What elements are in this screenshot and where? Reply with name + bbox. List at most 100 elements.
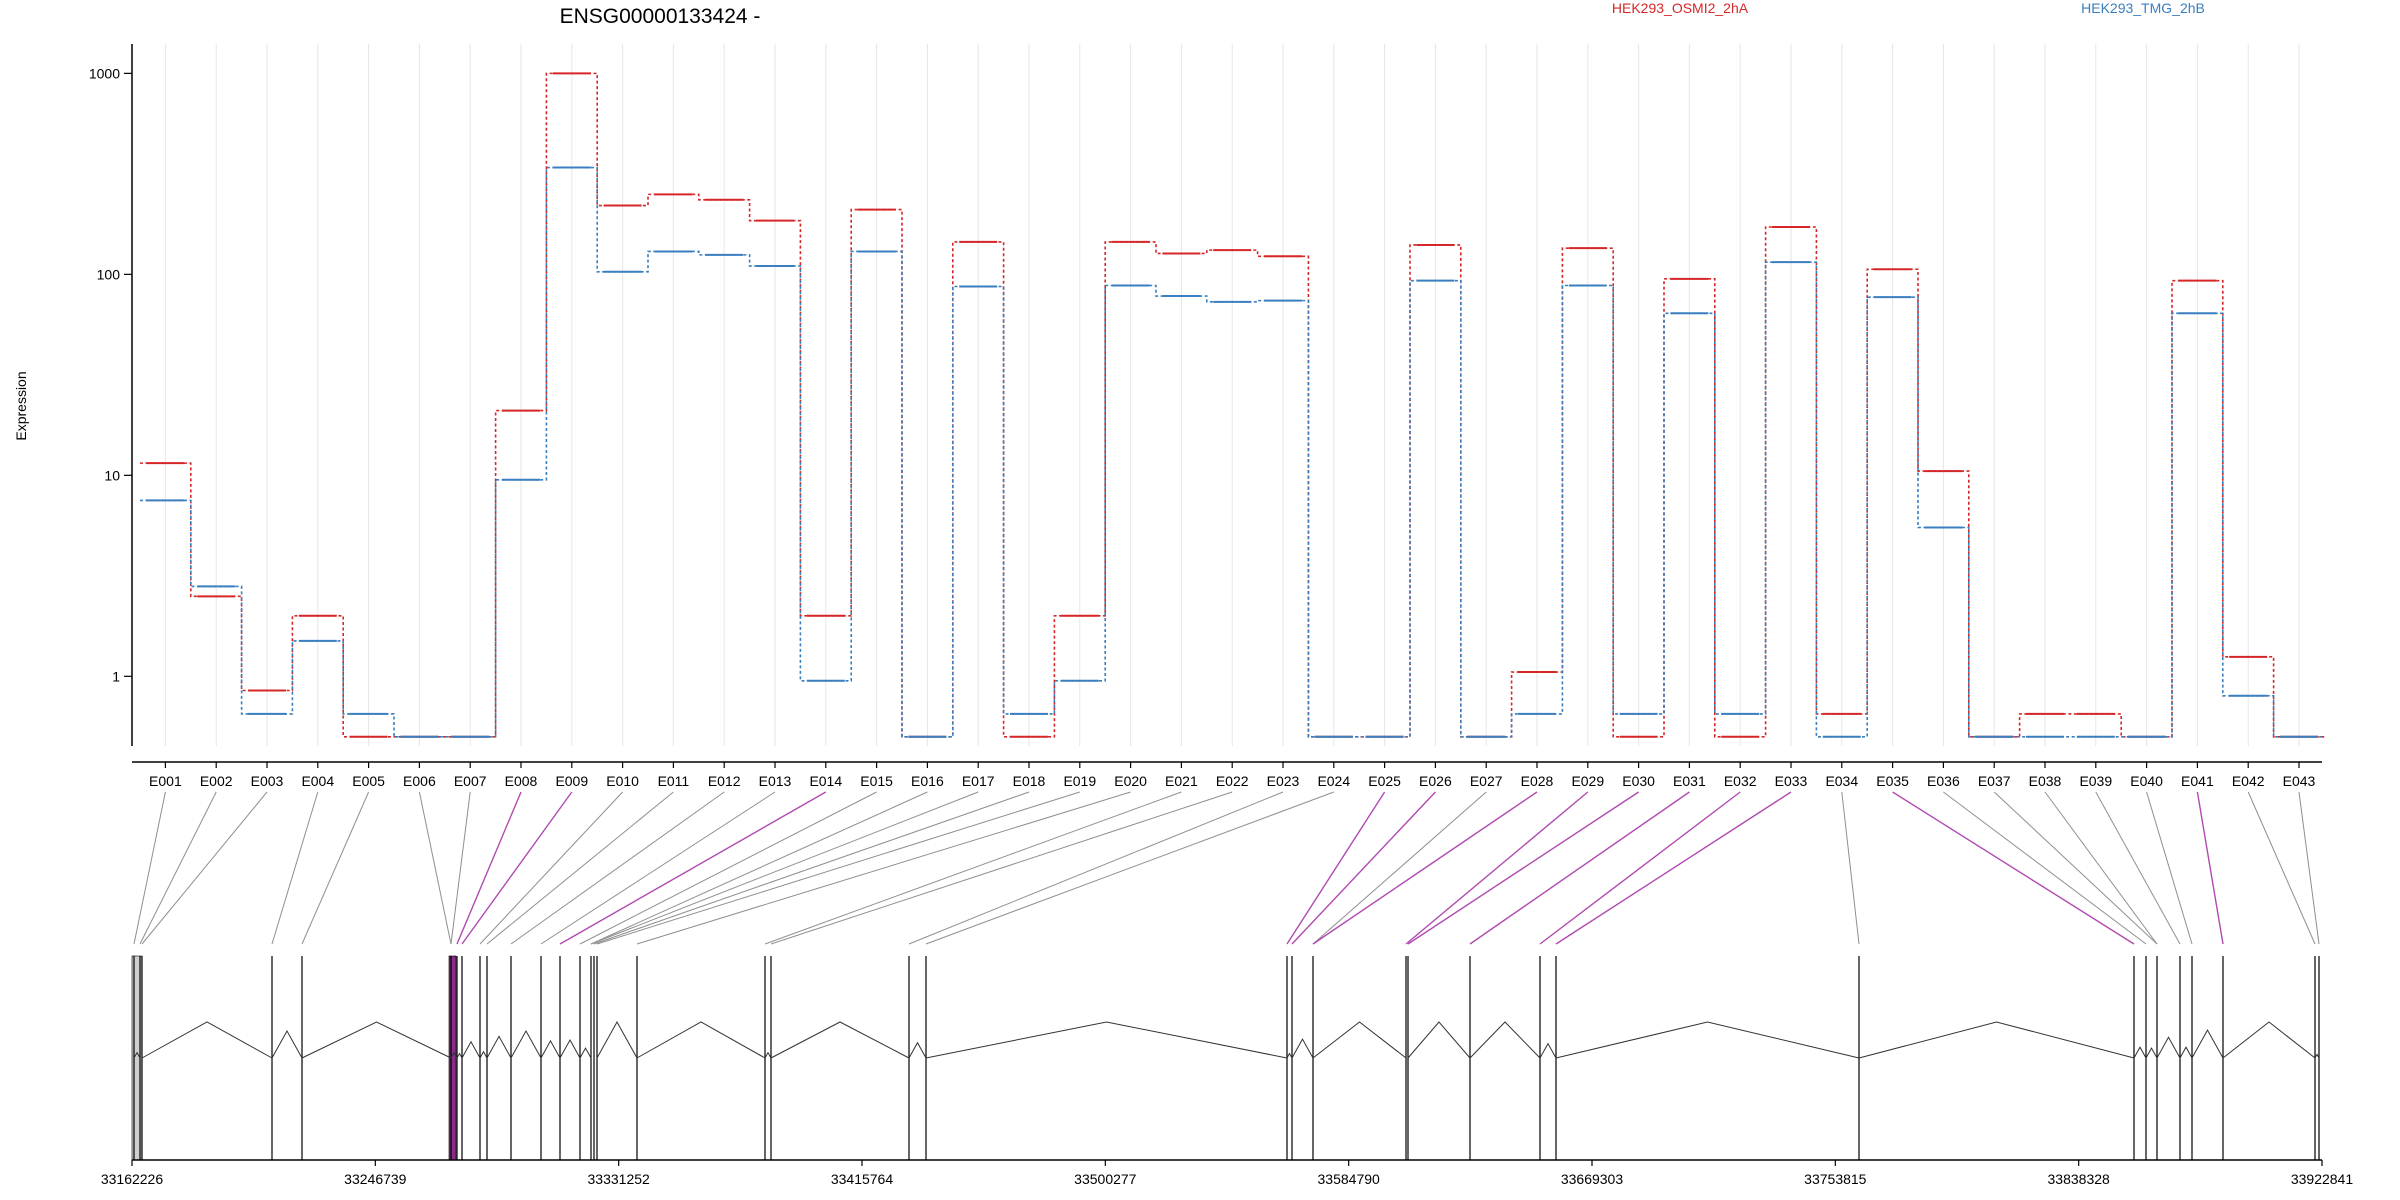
x-tick-label: E015 — [860, 773, 893, 789]
exon-connector — [2247, 791, 2316, 945]
x-tick-label: E038 — [2029, 773, 2062, 789]
intron-line — [2314, 1053, 2320, 1059]
intron-line — [1858, 1021, 2135, 1059]
exon-connector — [2146, 791, 2193, 945]
x-tick-label: E020 — [1114, 773, 1147, 789]
x-tick-label: E019 — [1063, 773, 1096, 789]
x-tick-label: E023 — [1267, 773, 1300, 789]
series-lines — [140, 72, 2325, 738]
x-axis-ticks: E001 E002 E003 E004 E005 E006 E007 E008 E009 E010… — [149, 762, 2316, 789]
legend-entry-osmi2: HEK293_OSMI2_2hA — [1612, 0, 1749, 16]
exon-connector — [593, 791, 1030, 945]
exon-connector — [1405, 791, 1589, 945]
intron-line — [141, 1021, 273, 1059]
x-tick-label: E006 — [403, 773, 436, 789]
intron-line — [510, 1029, 542, 1059]
x-tick-label: E036 — [1927, 773, 1960, 789]
exon-connector — [2196, 791, 2224, 945]
exon-connector — [301, 791, 370, 945]
intron-line — [486, 1035, 512, 1059]
x-tick-label: E026 — [1419, 773, 1452, 789]
y-tick-label: 10 — [104, 467, 120, 483]
x-tick-label: E039 — [2079, 773, 2112, 789]
intron-line — [908, 1041, 927, 1059]
x-tick-label: E021 — [1165, 773, 1198, 789]
intron-line — [1312, 1021, 1407, 1059]
x-tick-label: E017 — [962, 773, 995, 789]
x-tick-label: E016 — [911, 773, 944, 789]
y-axis-label: Expression — [13, 371, 29, 440]
x-tick-label: E008 — [505, 773, 538, 789]
genomic-tick-label: 33753815 — [1804, 1171, 1867, 1187]
x-tick-label: E014 — [809, 773, 842, 789]
exon-connector — [1943, 791, 2147, 945]
x-tick-label: E027 — [1470, 773, 1503, 789]
intron-line — [2145, 1047, 2158, 1059]
exon-connector — [479, 791, 623, 945]
exon-connector — [2095, 791, 2181, 945]
exon-connector — [418, 791, 452, 945]
gene-model — [131, 955, 2320, 1161]
intron-line — [925, 1021, 1288, 1059]
exon-connector — [271, 791, 319, 945]
exon-connector — [1312, 791, 1487, 945]
exon-connector — [1407, 791, 1639, 945]
intron-line — [636, 1021, 766, 1059]
exon-connector — [133, 791, 166, 945]
vertical-gridlines — [164, 44, 2300, 746]
genomic-tick-label: 33500277 — [1074, 1171, 1137, 1187]
x-tick-label: E042 — [2232, 773, 2265, 789]
exon-connector — [1286, 791, 1386, 945]
exon-connector — [590, 791, 979, 945]
intron-line — [271, 1029, 303, 1059]
legend-entry-tmg: HEK293_TMG_2hB — [2081, 0, 2205, 16]
intron-line — [461, 1040, 481, 1059]
exon-connector — [559, 791, 827, 945]
intron-line — [2133, 1046, 2147, 1059]
exon-connector — [1993, 791, 2158, 945]
intron-line — [2156, 1036, 2181, 1059]
genomic-axis-ticks: 33162226 33246739 33331252 33415764 33500277… — [101, 1160, 2353, 1187]
x-tick-label: E029 — [1571, 773, 1604, 789]
x-tick-label: E025 — [1368, 773, 1401, 789]
exon-connector — [1312, 791, 1538, 945]
exon-connector — [486, 791, 674, 945]
intron-line — [479, 1050, 488, 1059]
chart-title: ENSG00000133424 - — [560, 5, 761, 28]
x-tick-label: E030 — [1622, 773, 1655, 789]
x-tick-label: E032 — [1724, 773, 1757, 789]
genomic-tick-label: 33415764 — [831, 1171, 894, 1187]
exon-connector — [590, 791, 928, 945]
x-tick-label: E009 — [555, 773, 588, 789]
intron-line — [1539, 1042, 1557, 1059]
intron-line — [2222, 1021, 2316, 1059]
x-tick-label: E001 — [149, 773, 182, 789]
x-tick-label: E041 — [2181, 773, 2214, 789]
exon-connector — [764, 791, 1182, 945]
intron-line — [450, 1051, 458, 1059]
x-tick-label: E040 — [2130, 773, 2163, 789]
exon-connector — [908, 791, 1284, 945]
intron-line — [1555, 1021, 1860, 1059]
x-tick-label: E028 — [1521, 773, 1554, 789]
genomic-tick-label: 33838328 — [2048, 1171, 2111, 1187]
exon-connector — [461, 791, 573, 945]
x-tick-label: E035 — [1876, 773, 1909, 789]
exon-connector — [1539, 791, 1741, 945]
x-tick-label: E010 — [606, 773, 639, 789]
exon-connector — [1841, 791, 1860, 945]
exon-connector — [450, 791, 471, 945]
x-tick-label: E002 — [200, 773, 233, 789]
exon-connector — [596, 791, 1080, 945]
exon-connector — [141, 791, 268, 945]
y-tick-label: 1 — [112, 668, 120, 684]
intron-line — [2191, 1029, 2224, 1059]
x-tick-label: E037 — [1978, 773, 2011, 789]
x-tick-label: E004 — [301, 773, 334, 789]
intron-line — [456, 1052, 463, 1059]
x-tick-label: E003 — [251, 773, 284, 789]
x-tick-label: E022 — [1216, 773, 1249, 789]
y-tick-label: 100 — [97, 266, 121, 282]
intron-line — [1469, 1021, 1541, 1059]
